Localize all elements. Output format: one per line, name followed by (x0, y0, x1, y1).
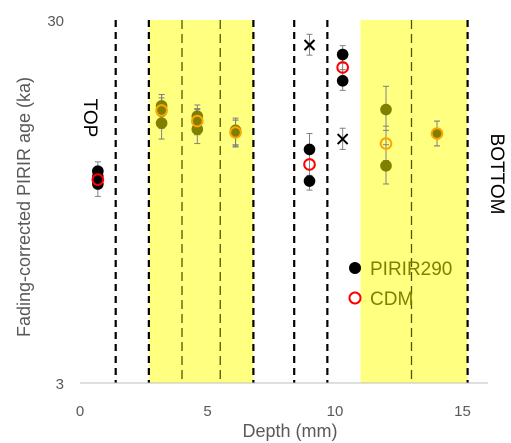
data-point-cdm-3 (229, 126, 242, 139)
legend-marker-pirir290 (349, 262, 361, 274)
cross-stroke-b (336, 133, 349, 145)
x-tick-label-10: 10 (327, 403, 344, 420)
legend-marker-cdm (348, 291, 362, 305)
data-point-pirir290-15 (380, 103, 392, 116)
shaded-band-2 (360, 20, 468, 383)
data-point-cross-0 (303, 39, 316, 51)
x-tick-labels: 0 5 10 15 (76, 403, 471, 420)
y-tick-labels: 3 30 (47, 13, 64, 393)
data-point-cdm-1 (155, 104, 168, 117)
x-tick-label-0: 0 (76, 403, 84, 420)
y-tick-label-3: 3 (56, 376, 64, 393)
data-point-cdm-4 (303, 158, 316, 171)
data-point-cross-1 (336, 133, 349, 145)
data-markers (91, 39, 444, 190)
y-axis-label: Fading-corrected PIRIR age (ka) (14, 77, 34, 337)
legend: PIRIR290 CDM (348, 259, 452, 310)
shaded-band-1 (148, 20, 254, 383)
data-point-cdm-6 (379, 137, 393, 150)
data-point-pirir290-16 (380, 159, 392, 172)
data-point-cdm-5 (336, 61, 349, 74)
data-point-pirir290-10 (229, 126, 242, 139)
shaded-bands (148, 20, 468, 383)
data-point-pirir290-12 (303, 175, 316, 187)
cross-stroke-b (303, 39, 316, 51)
boundary-lines (114, 20, 469, 383)
legend-label-pirir290: PIRIR290 (370, 259, 452, 280)
data-point-cdm-2 (191, 114, 204, 128)
data-point-pirir290-5 (155, 117, 168, 129)
y-tick-label-30: 30 (47, 13, 64, 30)
bottom-annotation: BOTTOM (486, 134, 507, 215)
data-point-cdm-7 (430, 127, 444, 140)
data-point-pirir290-11 (303, 143, 316, 156)
legend-label-cdm: CDM (370, 289, 413, 310)
x-tick-label-5: 5 (203, 403, 211, 420)
data-point-pirir290-13 (336, 48, 349, 61)
data-point-pirir290-14 (336, 74, 349, 87)
data-point-cdm-0 (91, 173, 105, 186)
x-tick-label-15: 15 (454, 403, 471, 420)
data-point-pirir290-17 (431, 127, 443, 140)
top-annotation: TOP (79, 99, 100, 138)
x-axis-label: Depth (mm) (242, 421, 337, 441)
error-bar-1-4 (306, 152, 313, 176)
